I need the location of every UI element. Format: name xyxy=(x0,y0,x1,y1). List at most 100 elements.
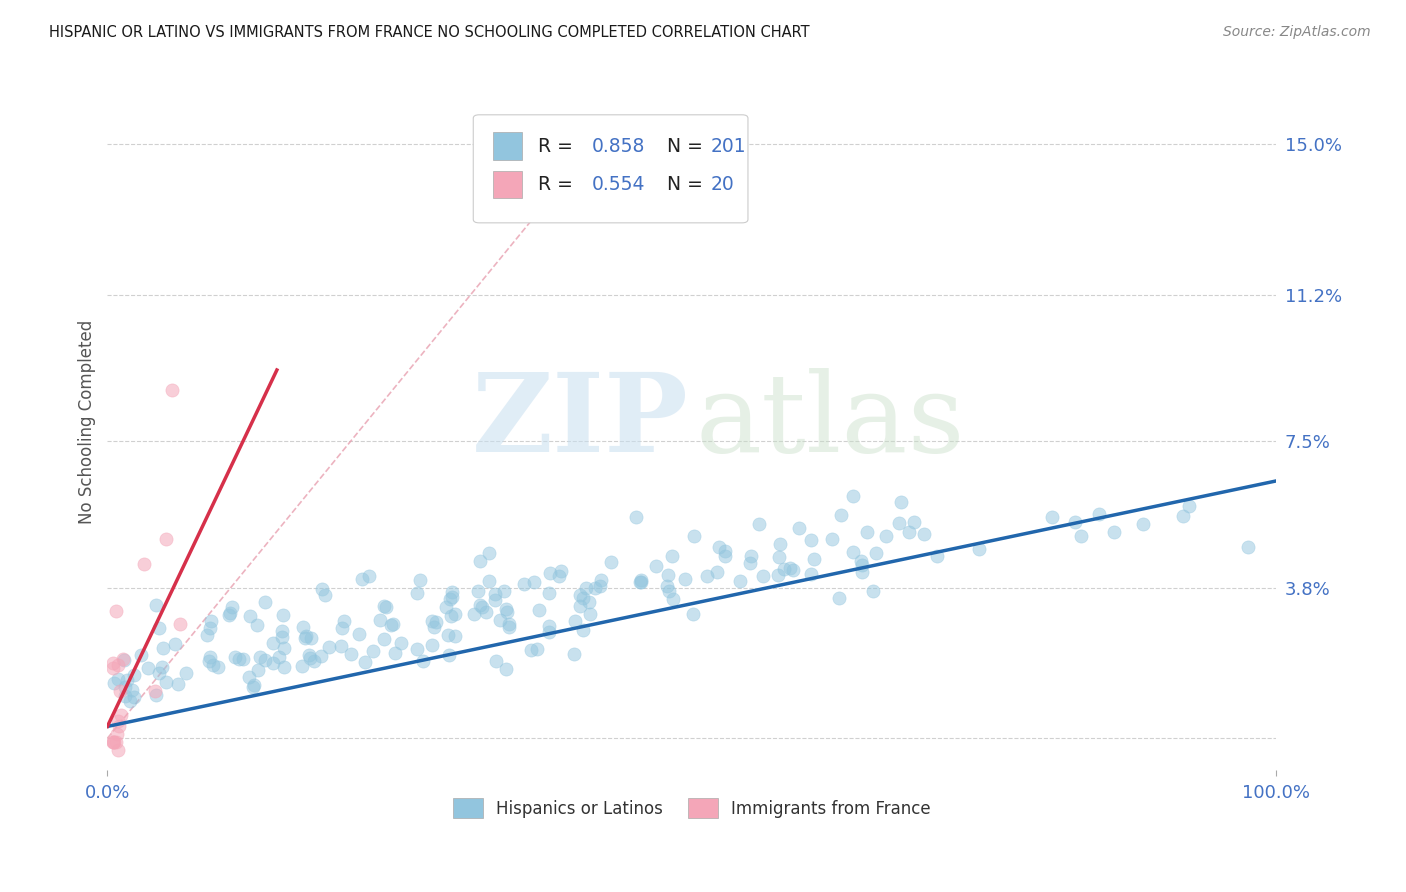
Point xyxy=(890,495,912,509)
Point xyxy=(855,524,877,539)
Point xyxy=(107,658,129,673)
Point xyxy=(412,654,434,668)
Point xyxy=(155,675,177,690)
Point xyxy=(254,652,277,666)
Text: 0.858: 0.858 xyxy=(592,136,645,156)
Point xyxy=(298,648,321,662)
Point xyxy=(550,564,572,578)
Point xyxy=(766,568,789,582)
Text: HISPANIC OR LATINO VS IMMIGRANTS FROM FRANCE NO SCHOOLING COMPLETED CORRELATION : HISPANIC OR LATINO VS IMMIGRANTS FROM FR… xyxy=(49,25,810,40)
Point xyxy=(294,631,316,645)
Point xyxy=(375,600,398,615)
Point xyxy=(134,557,156,571)
Point xyxy=(1042,509,1064,524)
Point xyxy=(662,592,685,607)
Point xyxy=(441,590,464,604)
Point xyxy=(713,549,735,564)
Point xyxy=(165,637,187,651)
Point xyxy=(202,658,225,673)
Point xyxy=(803,552,825,566)
Bar xyxy=(494,170,523,198)
Point xyxy=(152,641,174,656)
Point xyxy=(1171,508,1194,523)
Point xyxy=(526,641,548,656)
Point xyxy=(333,614,356,628)
Point xyxy=(875,529,897,543)
Text: atlas: atlas xyxy=(696,368,965,475)
Point xyxy=(145,599,167,613)
Point xyxy=(538,566,561,581)
Point xyxy=(239,608,262,623)
Point xyxy=(361,643,384,657)
Y-axis label: No Schooling Completed: No Schooling Completed xyxy=(79,319,96,524)
Point xyxy=(440,584,463,599)
Text: 0.554: 0.554 xyxy=(592,175,645,194)
Point xyxy=(1177,499,1199,513)
Point xyxy=(768,550,790,565)
Point xyxy=(291,659,314,673)
Point xyxy=(242,680,264,694)
Point xyxy=(347,627,370,641)
Point xyxy=(484,592,506,607)
Text: ZIP: ZIP xyxy=(471,368,689,475)
Point xyxy=(568,588,591,602)
Point xyxy=(207,660,229,674)
Point xyxy=(740,549,762,563)
Point xyxy=(444,607,467,621)
Point xyxy=(219,606,242,620)
Point xyxy=(243,678,266,692)
Point xyxy=(103,656,125,670)
Legend: Hispanics or Latinos, Immigrants from France: Hispanics or Latinos, Immigrants from Fr… xyxy=(446,792,938,824)
Point xyxy=(129,648,152,663)
Point xyxy=(682,607,704,622)
Point xyxy=(110,707,132,722)
Point xyxy=(145,688,167,702)
Point xyxy=(174,666,197,681)
Point xyxy=(292,620,315,634)
Point xyxy=(304,654,326,668)
Point xyxy=(1102,525,1125,540)
Point xyxy=(851,558,873,573)
Point xyxy=(198,650,221,665)
Point xyxy=(200,614,222,628)
Point xyxy=(889,516,911,531)
Point xyxy=(513,577,536,591)
Text: Source: ZipAtlas.com: Source: ZipAtlas.com xyxy=(1223,25,1371,39)
Point xyxy=(706,565,728,579)
Point xyxy=(467,583,489,598)
Text: 20: 20 xyxy=(710,175,734,194)
Point xyxy=(197,654,219,668)
Point xyxy=(368,613,391,627)
Point xyxy=(218,607,240,622)
Point xyxy=(406,642,429,657)
Point xyxy=(167,677,190,691)
Text: 201: 201 xyxy=(710,136,747,156)
Point xyxy=(628,575,651,590)
Point xyxy=(122,668,145,682)
Point xyxy=(329,640,352,654)
Point xyxy=(591,574,613,588)
Point xyxy=(309,649,332,664)
Point xyxy=(246,617,269,632)
Point xyxy=(359,569,381,583)
Point xyxy=(463,607,485,621)
Point xyxy=(820,532,842,546)
Point xyxy=(314,588,336,602)
Point xyxy=(489,613,512,627)
Point xyxy=(495,605,517,619)
Point xyxy=(423,620,446,634)
Point xyxy=(121,683,143,698)
Point xyxy=(751,569,773,583)
Point xyxy=(298,650,321,665)
Point xyxy=(271,607,294,622)
FancyBboxPatch shape xyxy=(474,115,748,223)
Point xyxy=(271,624,294,638)
Point xyxy=(484,587,506,601)
Text: N =: N = xyxy=(648,175,709,194)
Point xyxy=(110,683,132,698)
Point xyxy=(658,583,681,598)
Point xyxy=(696,569,718,583)
Point xyxy=(568,599,591,614)
Point xyxy=(150,659,173,673)
Point xyxy=(353,655,375,669)
